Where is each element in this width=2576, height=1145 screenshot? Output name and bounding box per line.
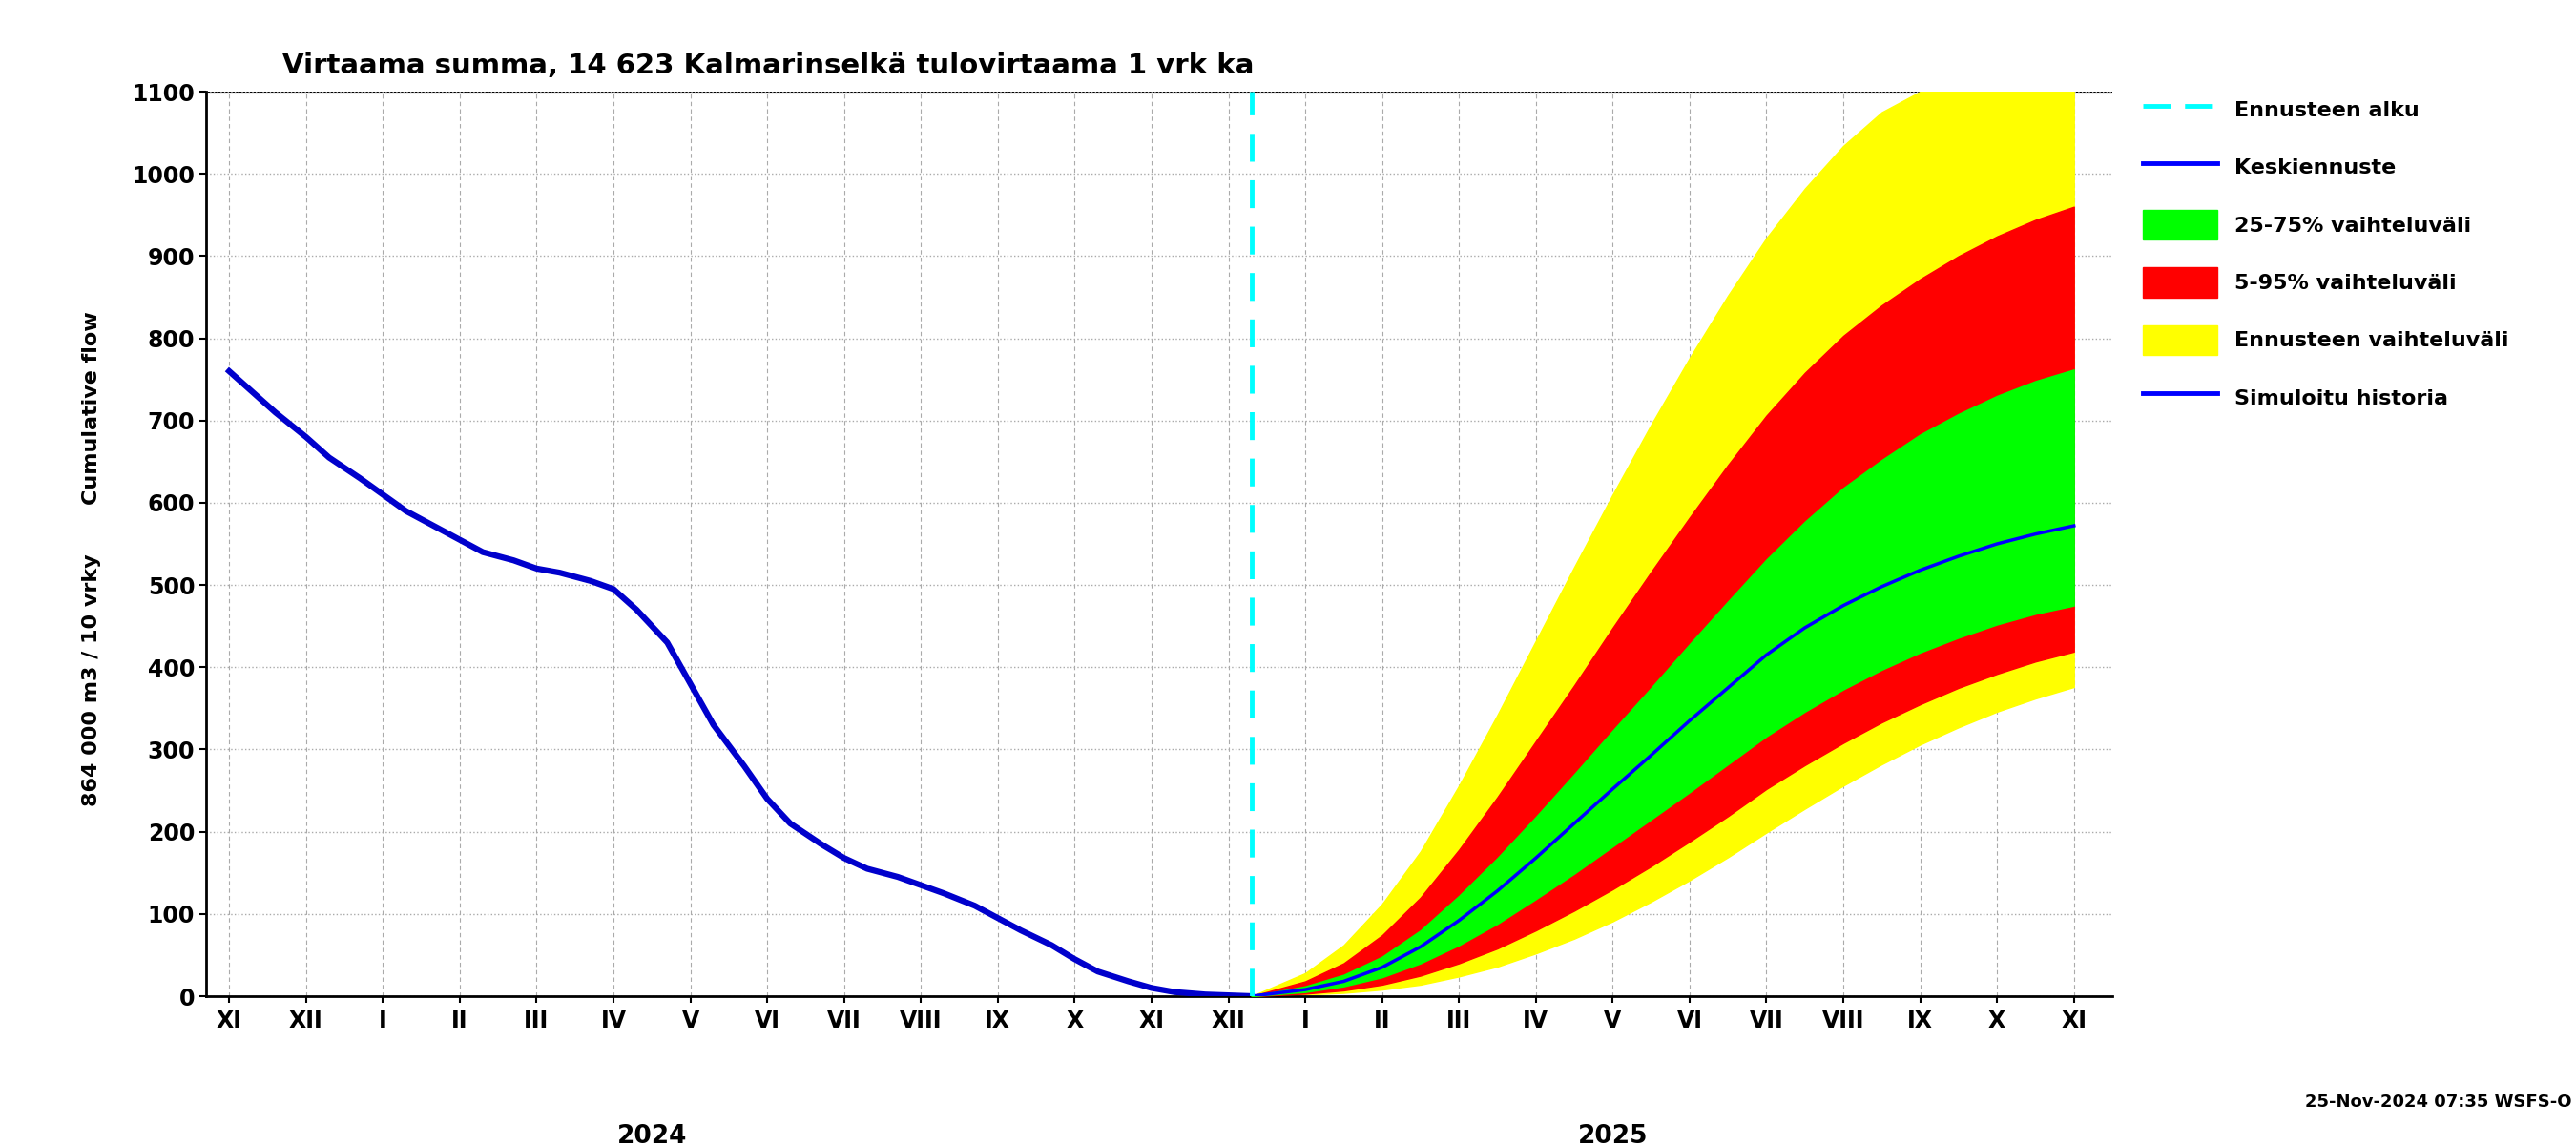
Text: 2024: 2024 — [616, 1123, 688, 1145]
Text: 25-Nov-2024 07:35 WSFS-O: 25-Nov-2024 07:35 WSFS-O — [2306, 1093, 2573, 1111]
Text: 2025: 2025 — [1577, 1123, 1649, 1145]
Text: 864 000 m3 / 10 vrky: 864 000 m3 / 10 vrky — [82, 553, 100, 806]
Text: Virtaama summa, 14 623 Kalmarinselkä tulovirtaama 1 vrk ka: Virtaama summa, 14 623 Kalmarinselkä tul… — [283, 52, 1255, 79]
Text: Cumulative flow: Cumulative flow — [82, 311, 100, 505]
Legend: Ennusteen alku, Keskiennuste, 25-75% vaihteluväli, 5-95% vaihteluväli, Ennusteen: Ennusteen alku, Keskiennuste, 25-75% vai… — [2133, 84, 2519, 424]
